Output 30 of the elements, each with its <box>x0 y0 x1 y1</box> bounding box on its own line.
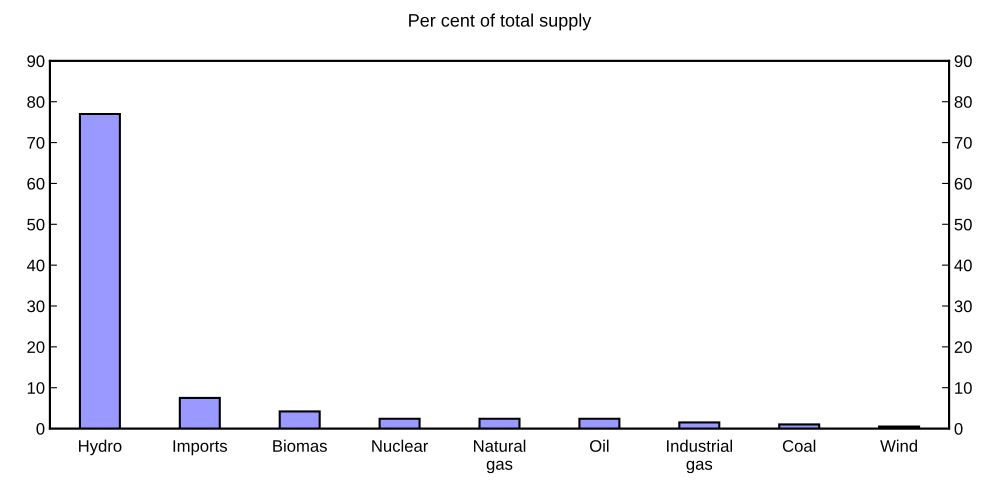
y2-tick-label: 40 <box>954 260 972 272</box>
y-tick-label: 80 <box>27 96 44 108</box>
x-tick-label: Wind <box>880 440 918 452</box>
x-tick-label: Industrial gas <box>667 440 732 474</box>
y2-tick-label: 60 <box>954 178 972 190</box>
y-tick-label: 40 <box>26 260 44 272</box>
y2-tick-label: 20 <box>954 341 972 354</box>
y-tick-label: 70 <box>27 136 44 149</box>
y2-tick-label: 30 <box>954 300 972 312</box>
chart-title: Per cent of total supply <box>409 14 592 30</box>
y-tick-label: 30 <box>27 300 44 312</box>
y2-tick-label: 0 <box>954 422 963 435</box>
x-tick-label: Natural gas <box>474 440 526 474</box>
y2-tick-label: 50 <box>954 218 972 230</box>
x-tick-label: Biomas <box>273 440 327 452</box>
x-tick-label: Oil <box>590 440 608 452</box>
y-tick-label: 0 <box>36 422 44 435</box>
y-tick-label: 90 <box>27 55 44 68</box>
y-tick-label: 50 <box>27 218 44 230</box>
y-tick-label: 20 <box>27 341 44 354</box>
y2-tick-label: 10 <box>955 382 972 394</box>
y2-tick-label: 70 <box>954 136 972 149</box>
y2-tick-label: 80 <box>954 96 972 108</box>
y2-tick-label: 90 <box>954 55 972 68</box>
x-tick-label: Coal <box>782 440 816 452</box>
x-tick-label: Hydro <box>79 440 122 456</box>
y-tick-label: 10 <box>28 382 44 394</box>
y-tick-label: 60 <box>27 178 44 190</box>
x-tick-label: Nuclear <box>372 440 428 452</box>
x-tick-label: Imports <box>174 440 227 456</box>
